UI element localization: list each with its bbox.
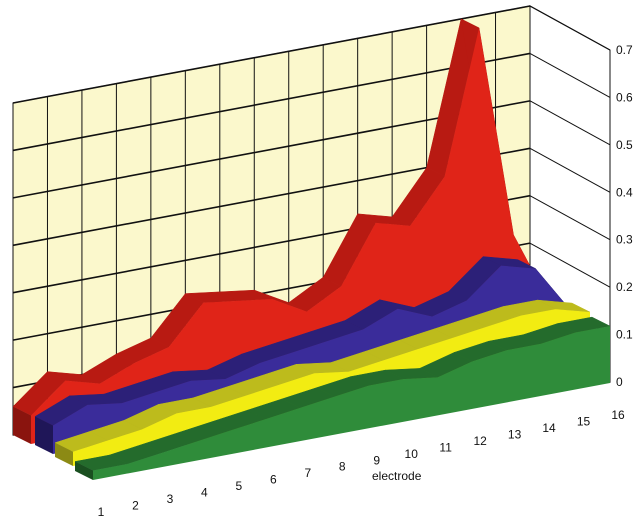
x-tick-label-5: 5 bbox=[236, 479, 243, 493]
grid-side-7 bbox=[529, 5, 611, 51]
x-tick-label-14: 14 bbox=[542, 421, 556, 435]
grid-horizontal-6 bbox=[12, 52, 531, 152]
series-3-end-cap bbox=[55, 442, 73, 466]
x-tick-label-8: 8 bbox=[339, 460, 346, 474]
x-tick-label-15: 15 bbox=[577, 414, 591, 428]
y-tick-label-6: 0.6 bbox=[616, 90, 633, 104]
x-tick-label-11: 11 bbox=[439, 440, 452, 454]
x-tick-label-3: 3 bbox=[167, 492, 174, 506]
y-axis-ticks: 0 0.1 0.2 0.3 0.4 0.5 0.6 0.7 bbox=[616, 43, 633, 389]
series-4-front bbox=[93, 326, 610, 480]
y-tick-label-1: 0.1 bbox=[616, 328, 633, 342]
x-tick-label-13: 13 bbox=[508, 427, 522, 441]
x-tick-label-16: 16 bbox=[611, 408, 625, 422]
y-tick-label-5: 0.5 bbox=[616, 138, 633, 152]
series-ribbon-4 bbox=[74, 316, 611, 480]
grid-horizontal-7 bbox=[12, 5, 531, 104]
x-axis-ticks: 1 2 3 4 5 6 7 8 9 10 11 12 13 14 15 16 bbox=[98, 408, 625, 517]
y-tick-label-4: 0.4 bbox=[616, 185, 633, 199]
x-tick-label-6: 6 bbox=[270, 473, 277, 487]
x-tick-label-1: 1 bbox=[98, 505, 105, 517]
grid-side-5 bbox=[529, 100, 611, 146]
grid-side-2 bbox=[529, 242, 611, 288]
y-tick-label-3: 0.3 bbox=[616, 233, 633, 247]
x-tick-label-4: 4 bbox=[201, 486, 208, 500]
y-tick-label-2: 0.2 bbox=[616, 280, 633, 294]
y-tick-label-0: 0 bbox=[616, 375, 623, 389]
x-axis-label: electrode bbox=[372, 469, 422, 483]
x-tick-label-7: 7 bbox=[304, 466, 311, 480]
grid-side-4 bbox=[529, 147, 611, 193]
grid-side-3 bbox=[529, 195, 611, 241]
grid-side-6 bbox=[529, 52, 611, 98]
x-tick-label-2: 2 bbox=[132, 499, 139, 513]
series-2-end-cap bbox=[35, 416, 53, 454]
x-tick-label-12: 12 bbox=[473, 434, 487, 448]
series-ribbons bbox=[12, 18, 611, 480]
series-1-end-cap bbox=[13, 406, 31, 444]
series-4-end-cap bbox=[75, 461, 93, 480]
x-tick-label-9: 9 bbox=[373, 453, 380, 467]
y-tick-label-7: 0.7 bbox=[616, 43, 633, 57]
x-tick-label-10: 10 bbox=[405, 447, 419, 461]
